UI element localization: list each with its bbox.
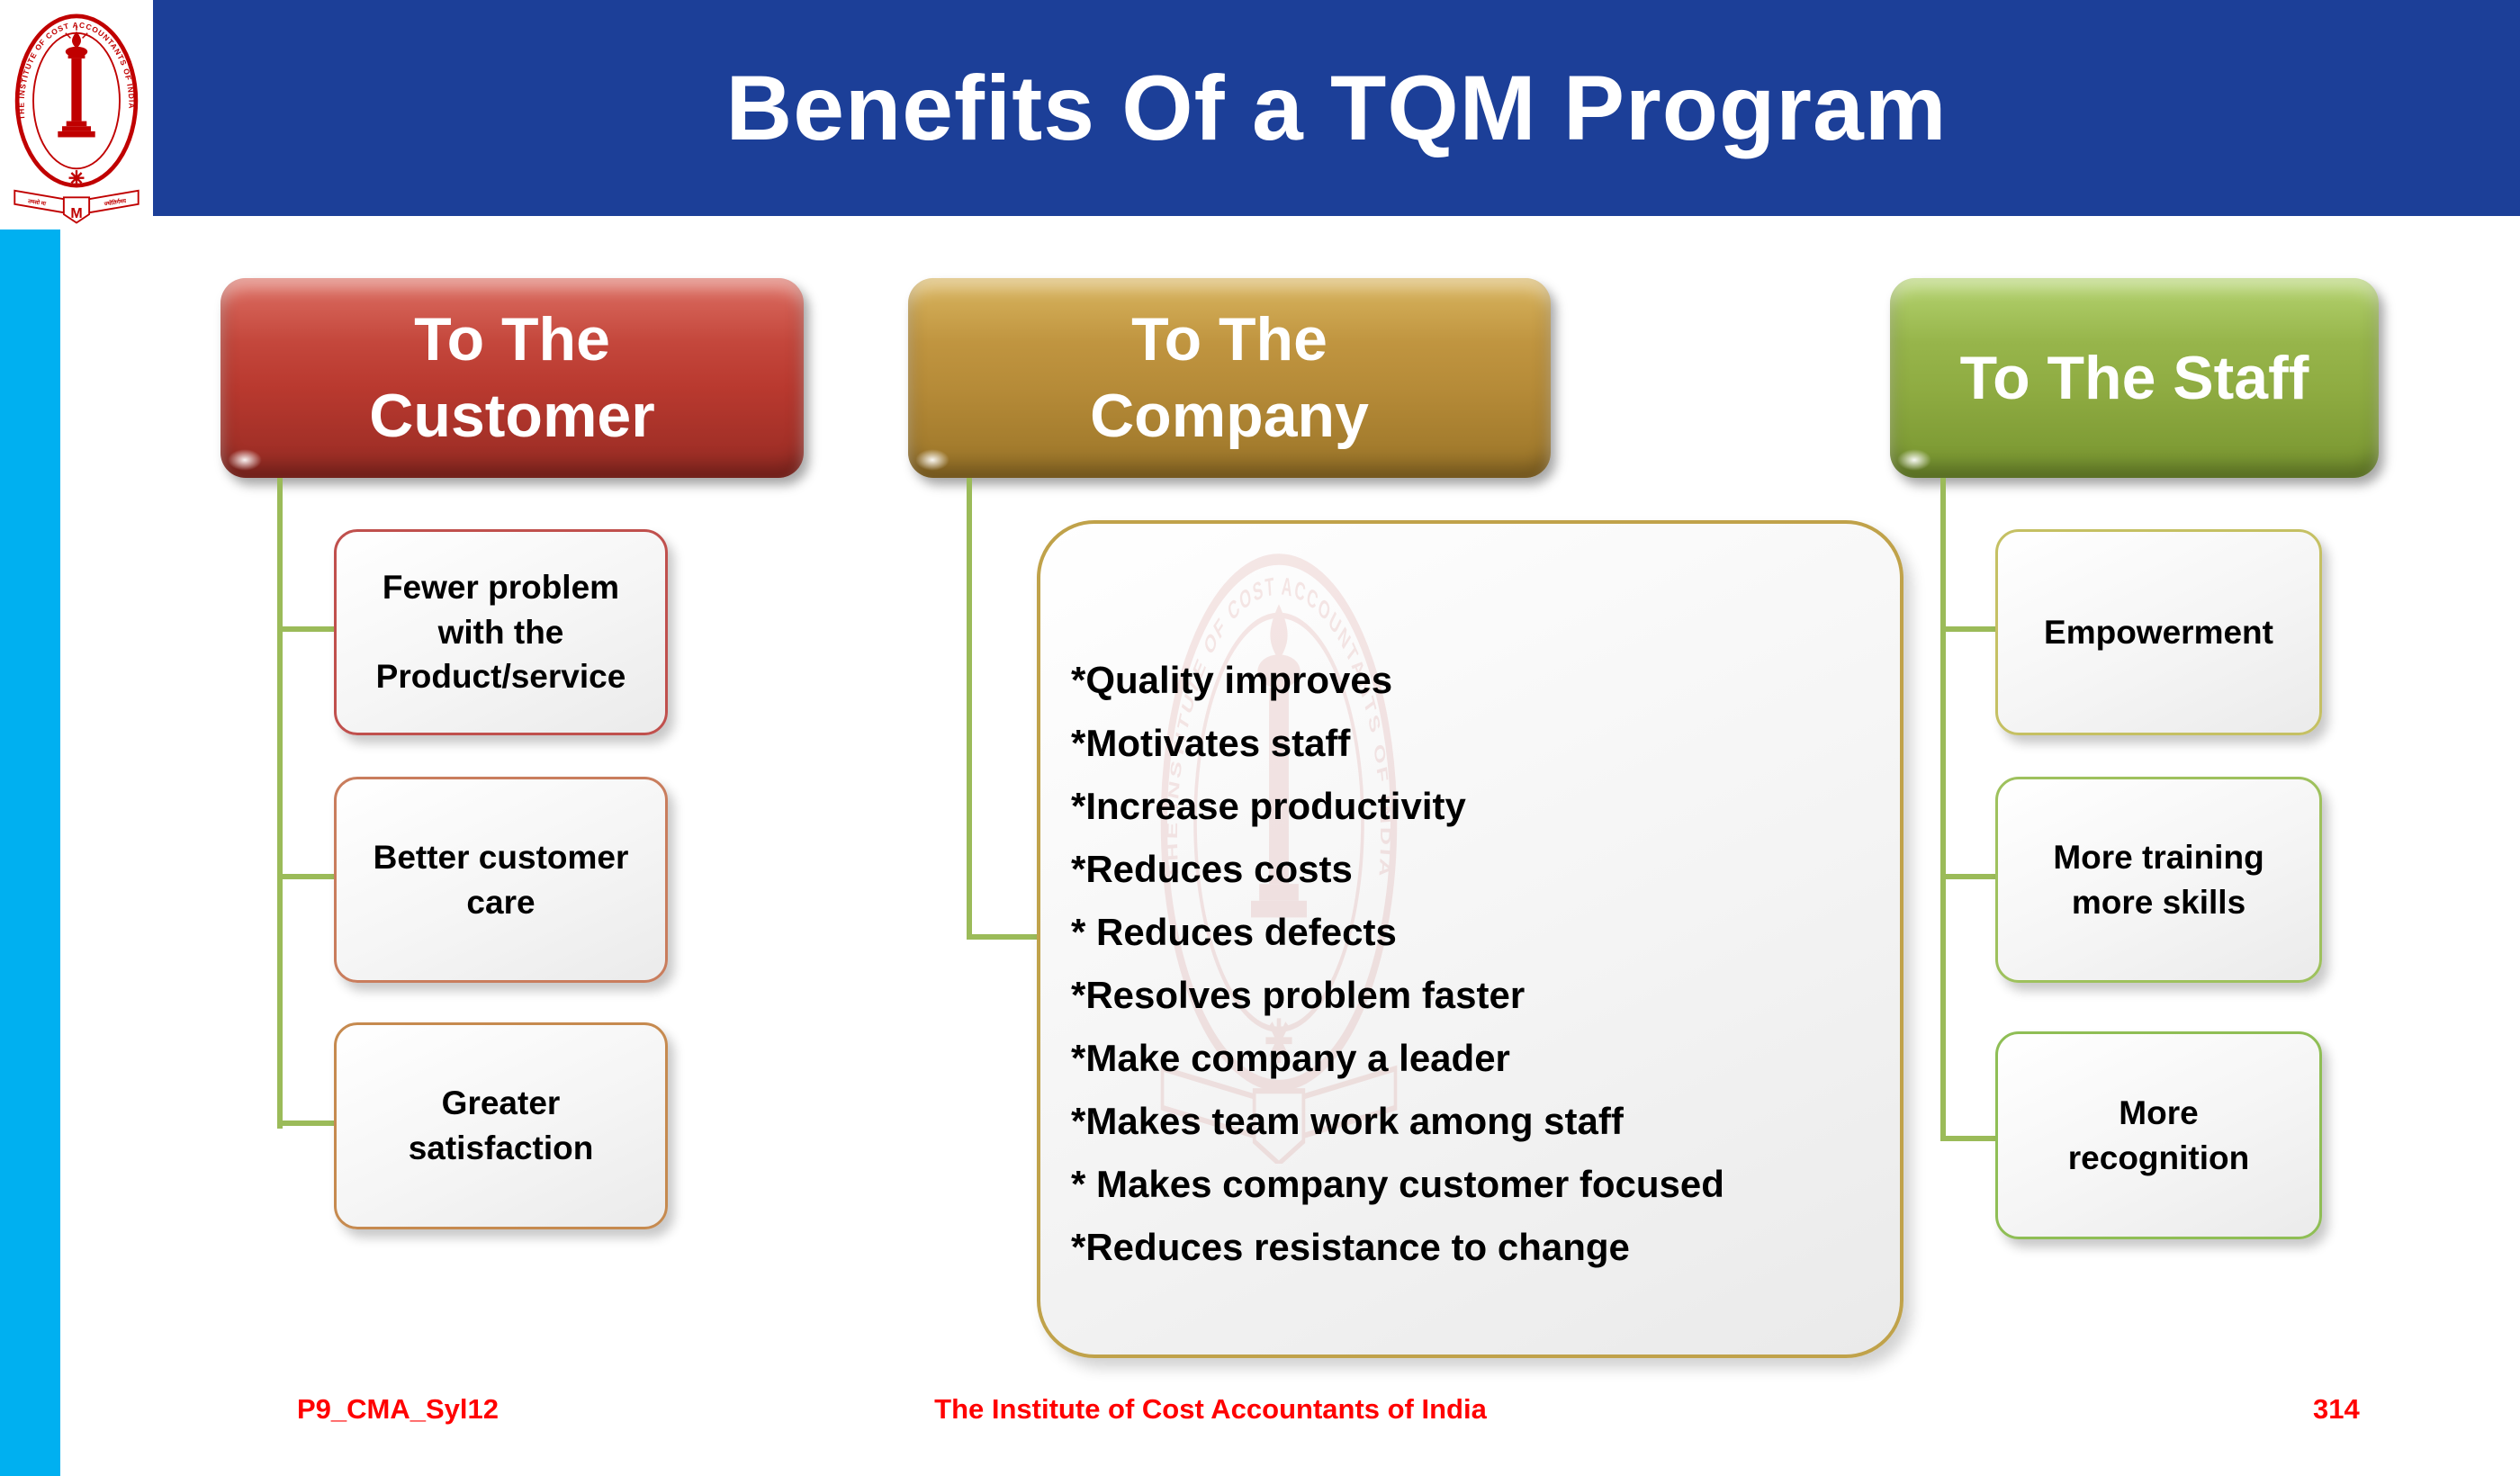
customer-benefit-box-3: Greater satisfaction: [334, 1022, 668, 1229]
connector-customer-stub-1: [277, 626, 337, 632]
company-benefit-item: *Reduces resistance to change: [1071, 1226, 1630, 1268]
connector-staff-vertical: [1940, 478, 1946, 1141]
connector-customer-stub-3: [277, 1120, 337, 1126]
company-benefit-item: *Increase productivity: [1071, 785, 1466, 827]
connector-staff-stub-3: [1940, 1136, 1998, 1141]
logo-monogram: M: [70, 205, 82, 220]
connector-customer-vertical: [277, 478, 283, 1129]
title-banner: [0, 0, 2520, 216]
footer-institute-name: The Institute of Cost Accountants of Ind…: [934, 1393, 1487, 1425]
company-benefit-item: *Quality improves: [1071, 659, 1393, 701]
left-accent-stripe: [0, 230, 60, 1476]
company-benefit-item: *Make company a leader: [1071, 1037, 1510, 1079]
header-to-the-staff: To The Staff: [1890, 278, 2379, 478]
logo-motto-left: तमसो मा: [27, 197, 47, 207]
company-benefit-item: *Makes team work among staff: [1071, 1100, 1624, 1142]
footer-course-code: P9_CMA_Syl12: [297, 1393, 500, 1425]
staff-benefit-box-3: More recognition: [1995, 1031, 2322, 1239]
company-benefit-item: *Resolves problem faster: [1071, 974, 1526, 1016]
institute-emblem-icon: THE INSTITUTE OF COST ACCOUNTANTS OF IND…: [14, 14, 140, 224]
header-to-the-customer: To The Customer: [220, 278, 804, 478]
connector-customer-stub-2: [277, 874, 337, 879]
staff-benefit-box-2: More training more skills: [1995, 777, 2322, 983]
company-benefit-item: * Makes company customer focused: [1071, 1163, 1724, 1205]
company-benefit-item: *Motivates staff: [1071, 722, 1351, 764]
staff-benefit-box-1: Empowerment: [1995, 529, 2322, 735]
company-benefit-list: *Quality improves *Motivates staff *Incr…: [1071, 659, 1724, 1289]
company-benefit-item: *Reduces costs: [1071, 848, 1353, 890]
connector-staff-stub-2: [1940, 874, 1998, 879]
institute-logo: THE INSTITUTE OF COST ACCOUNTANTS OF IND…: [0, 0, 153, 230]
connector-company-stub: [967, 934, 1040, 940]
customer-benefit-box-1: Fewer problem with the Product/service: [334, 529, 668, 735]
connector-company-vertical: [967, 478, 972, 940]
slide-title: Benefits Of a TQM Program: [725, 56, 1948, 159]
logo-motto-right: ज्योतिर्गमय: [103, 196, 127, 207]
header-to-the-company: To The Company: [908, 278, 1551, 478]
company-benefit-item: * Reduces defects: [1071, 911, 1397, 953]
connector-staff-stub-1: [1940, 626, 1998, 632]
customer-benefit-box-2: Better customer care: [334, 777, 668, 983]
footer-page-number: 314: [2313, 1393, 2360, 1425]
company-benefits-panel: THE INSTITUTE OF COST ACCOUNTANTS OF IND…: [1037, 520, 1904, 1358]
